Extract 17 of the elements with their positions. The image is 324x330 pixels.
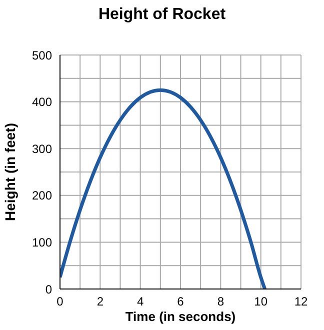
y-tick-label: 300 — [32, 142, 52, 156]
y-tick-label: 100 — [32, 235, 52, 250]
x-tick-label: 10 — [254, 294, 268, 309]
y-axis-title: Height (in feet) — [2, 123, 18, 221]
x-tick-label: 4 — [136, 294, 144, 309]
y-tick-label: 0 — [45, 282, 52, 296]
x-tick-label: 2 — [96, 294, 104, 309]
chart-title: Height of Rocket — [97, 6, 227, 24]
x-tick-label: 0 — [56, 294, 64, 309]
x-axis-title: Time (in seconds) — [125, 309, 236, 324]
line-series — [60, 88, 267, 289]
x-tick-label: 6 — [177, 294, 184, 309]
x-tick-label: 8 — [217, 294, 224, 309]
y-tick-label: 500 — [32, 48, 52, 62]
y-tick-label: 400 — [32, 95, 52, 110]
y-tick-label: 200 — [32, 188, 52, 203]
x-tick-label: 12 — [294, 294, 308, 309]
